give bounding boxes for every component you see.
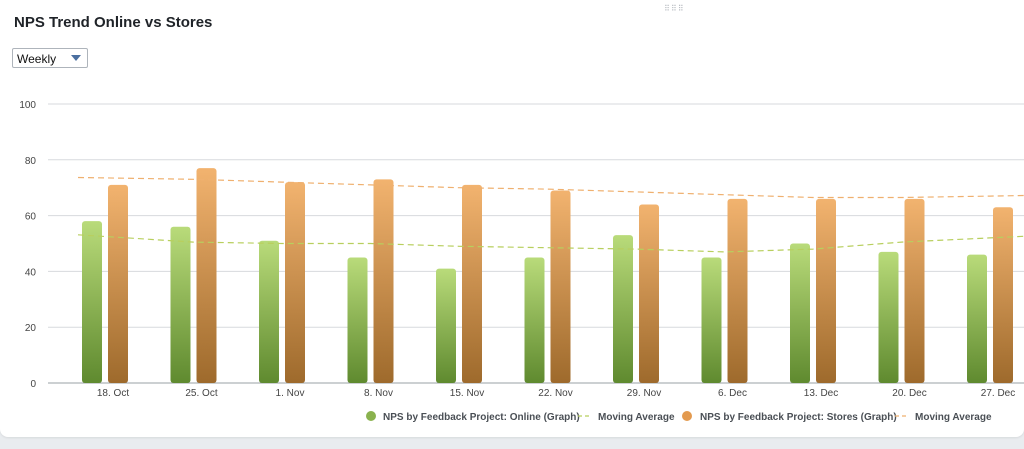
x-tick-label: 22. Nov [538,388,572,399]
chart-legend: NPS by Feedback Project: Online (Graph) M… [366,411,992,423]
bar-stores [993,207,1013,383]
bar-stores [904,198,925,383]
bar-online [613,235,633,383]
legend-label: Moving Average [915,412,992,423]
bar-stores [550,190,571,383]
legend-marker-icon [682,411,692,421]
legend-marker-icon [366,411,376,421]
bar-online [259,240,279,383]
bar-online [170,226,191,383]
moving-average-layer [77,176,1024,253]
moving-average-stores-line [77,176,1024,199]
y-tick-label: 60 [25,212,37,223]
y-tick-label: 100 [19,100,36,111]
bar-stores [196,168,217,383]
bar-online [967,254,987,383]
bar-stores [285,182,305,383]
chart-card: ⠿⠿⠿ NPS Trend Online vs Stores Weekly 0 2… [0,0,1024,437]
bar-stores [816,198,836,383]
bar-online [524,257,545,383]
period-select-value: Weekly [17,52,57,66]
bar-online [790,243,810,383]
x-tick-label: 1. Nov [276,388,305,399]
bar-online [701,257,722,383]
chart-title: NPS Trend Online vs Stores [14,14,213,31]
bar-stores [639,204,659,383]
moving-average-online-line [77,234,1024,253]
legend-label: NPS by Feedback Project: Stores (Graph) [700,412,897,423]
y-tick-label: 80 [25,156,37,167]
bar-online [347,257,368,383]
x-tick-label: 29. Nov [627,388,661,399]
x-tick-label: 8. Nov [364,388,393,399]
y-tick-label: 0 [30,379,36,390]
x-tick-label: 18. Oct [97,388,129,399]
bar-stores [373,179,394,383]
bar-online [436,268,456,383]
legend-label: Moving Average [598,412,675,423]
x-tick-label: 20. Dec [892,388,926,399]
x-tick-label: 25. Oct [185,388,217,399]
drag-handle-icon[interactable]: ⠿⠿⠿ [664,4,685,13]
x-tick-label: 15. Nov [450,388,484,399]
x-tick-label: 13. Dec [804,388,838,399]
x-tick-label: 6. Dec [718,388,747,399]
y-tick-label: 20 [25,323,37,334]
legend-label: NPS by Feedback Project: Online (Graph) [383,412,580,423]
period-select[interactable]: Weekly [12,48,88,68]
x-axis-labels: 18. Oct 25. Oct 1. Nov 8. Nov 15. Nov 22. Nov… [97,388,1015,399]
bar-online [878,251,899,383]
y-tick-label: 40 [25,267,37,278]
bar-stores [727,198,748,383]
caret-down-icon [71,55,81,61]
bar-stores [462,184,482,383]
x-tick-label: 27. Dec [981,388,1015,399]
bar-online [82,221,102,383]
bar-stores [108,184,128,383]
grid-layer: 0 20 40 60 80 100 [19,100,1024,390]
bars-layer [82,168,1013,383]
